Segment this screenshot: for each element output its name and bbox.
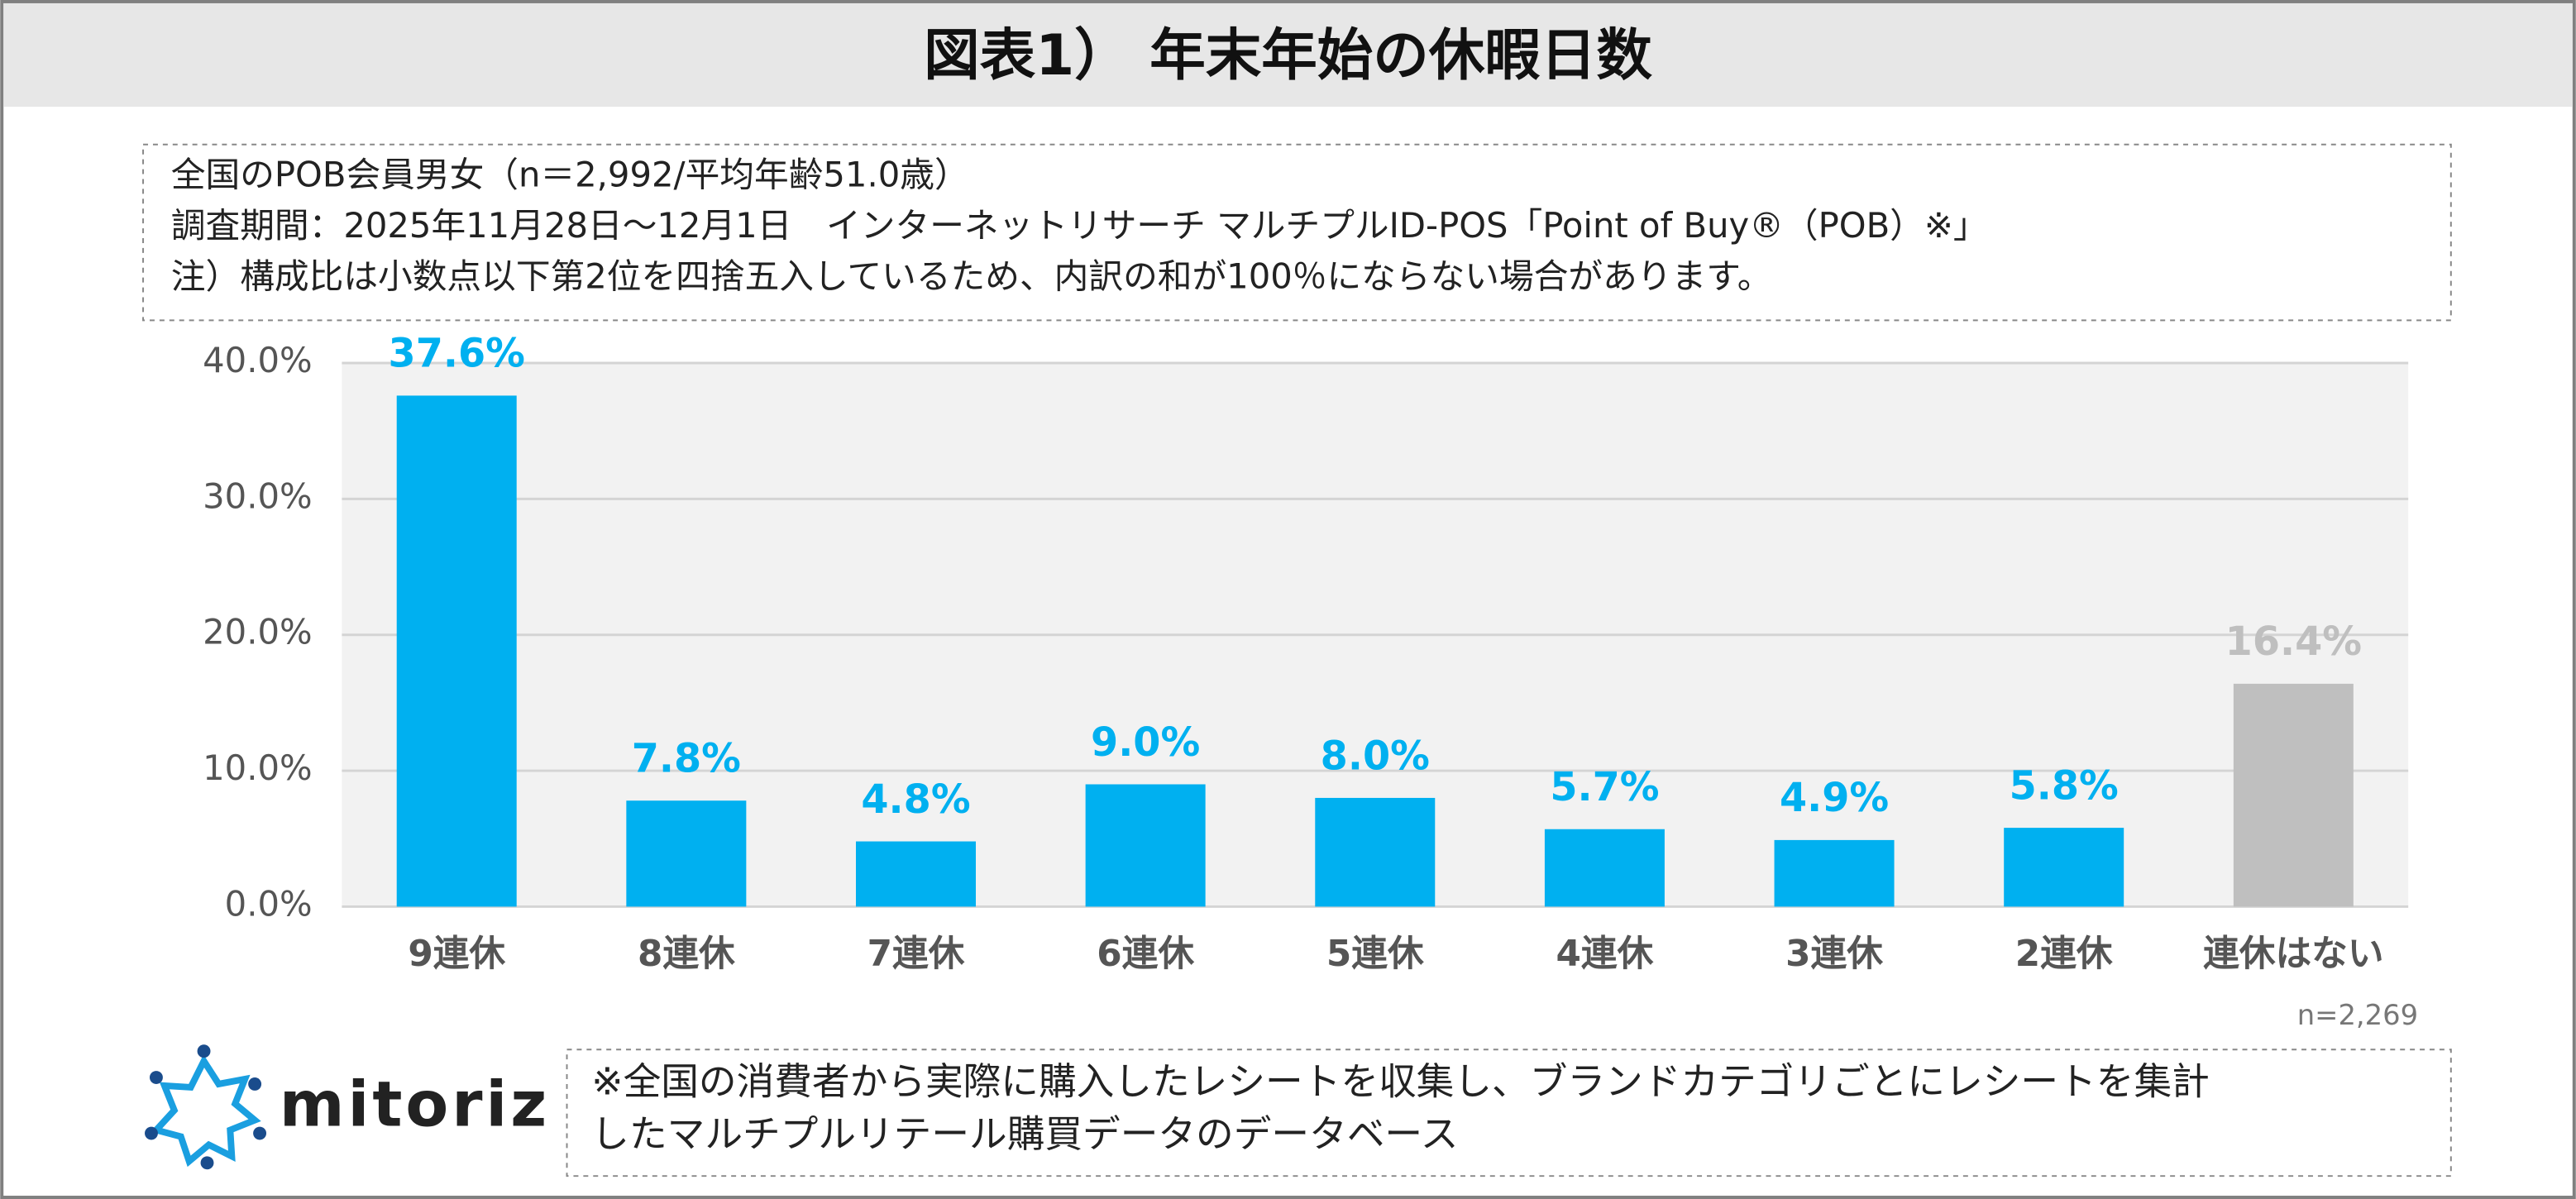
x-tick-label: 6連休 bbox=[1097, 933, 1194, 975]
chart-title: 図表1） 年末年始の休暇日数 bbox=[924, 22, 1652, 88]
value-label: 4.8% bbox=[861, 777, 970, 823]
bar bbox=[855, 841, 976, 907]
bar bbox=[1315, 797, 1436, 907]
value-label: 8.0% bbox=[1321, 733, 1430, 779]
value-label: 9.0% bbox=[1091, 720, 1200, 766]
bar bbox=[1544, 829, 1665, 907]
bar bbox=[2233, 683, 2354, 907]
x-tick-label: 7連休 bbox=[867, 933, 965, 975]
x-tick-label: 4連休 bbox=[1556, 933, 1654, 975]
x-tick-label: 2連休 bbox=[2015, 933, 2113, 975]
x-tick-label: 9連休 bbox=[408, 933, 505, 975]
note-box bbox=[142, 143, 2452, 322]
y-tick-label: 10.0% bbox=[203, 748, 312, 788]
logo-dots bbox=[145, 1044, 267, 1170]
y-tick-label: 30.0% bbox=[203, 475, 312, 516]
value-label: 7.8% bbox=[632, 737, 741, 782]
note: 注）構成比は小数点以下第2位を四捨五入しているため、内訳の和が100％にならない… bbox=[171, 256, 1772, 297]
y-tick-label: 20.0% bbox=[203, 612, 312, 652]
bar bbox=[396, 395, 517, 907]
value-label: 4.9% bbox=[1780, 776, 1889, 821]
bar bbox=[1085, 784, 1206, 907]
logo-icon bbox=[150, 1054, 261, 1168]
note: 全国のPOB会員男女（n＝2,992/平均年齢51.0歳） bbox=[171, 155, 969, 195]
value-label: 5.7% bbox=[1550, 765, 1659, 810]
value-label: 5.8% bbox=[2010, 763, 2119, 809]
sample-note: n=2,269 bbox=[2297, 999, 2418, 1031]
note: 調査期間：2025年11月28日～12月1日 インターネットリサーチ マルチプル… bbox=[171, 205, 1988, 246]
y-tick-label: 40.0% bbox=[203, 340, 312, 380]
y-tick-label: 0.0% bbox=[225, 883, 313, 924]
footnote: したマルチプルリテール購買データのデータベース bbox=[591, 1112, 1458, 1156]
bar bbox=[1774, 839, 1895, 907]
logo-text: mitoriz bbox=[280, 1068, 550, 1140]
x-tick-label: 連休はない bbox=[2203, 933, 2383, 975]
x-tick-label: 8連休 bbox=[638, 933, 735, 975]
x-tick-label: 5連休 bbox=[1326, 933, 1424, 975]
bar bbox=[2004, 828, 2124, 907]
value-label: 16.4% bbox=[2225, 619, 2362, 665]
bar bbox=[626, 800, 747, 907]
x-tick-label: 3連休 bbox=[1785, 933, 1883, 975]
title-band bbox=[3, 2, 2573, 107]
value-label: 37.6% bbox=[389, 332, 525, 377]
footnote: ※全国の消費者から実際に購入したレシートを収集し、ブランドカテゴリごとにレシート… bbox=[591, 1059, 2210, 1103]
